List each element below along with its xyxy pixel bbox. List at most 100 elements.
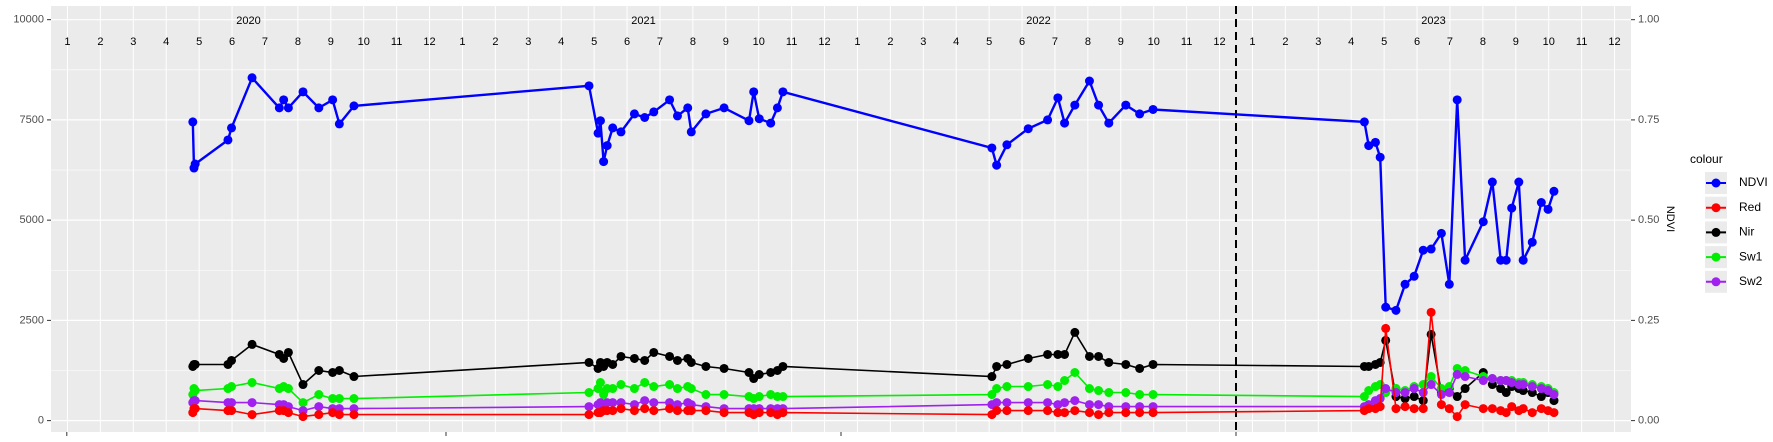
month-label: 7 xyxy=(657,36,663,48)
point xyxy=(1514,177,1524,187)
month-label: 4 xyxy=(1348,36,1354,48)
month-label: 7 xyxy=(262,36,268,48)
legend-label: NDVI xyxy=(1739,175,1768,189)
year-label: 2023 xyxy=(1421,15,1445,27)
point xyxy=(1060,118,1070,128)
point xyxy=(1460,372,1470,382)
point xyxy=(1002,359,1012,369)
point xyxy=(1094,100,1104,110)
point xyxy=(778,87,788,97)
point xyxy=(595,116,605,126)
point xyxy=(349,101,359,111)
point xyxy=(1400,279,1410,289)
point xyxy=(1436,400,1446,410)
point xyxy=(1023,124,1033,134)
point xyxy=(1002,382,1012,392)
point xyxy=(701,109,711,119)
month-label: 4 xyxy=(558,36,564,48)
point xyxy=(1518,380,1528,390)
point xyxy=(992,384,1002,394)
point xyxy=(1135,408,1145,418)
point xyxy=(1460,384,1470,394)
month-label: 3 xyxy=(920,36,926,48)
point xyxy=(1518,255,1528,265)
point xyxy=(1135,390,1145,400)
y2-tick-label: 0.50 xyxy=(1638,214,1659,226)
point xyxy=(1436,390,1446,400)
point xyxy=(283,347,293,357)
point xyxy=(283,384,293,394)
point xyxy=(608,398,618,408)
point xyxy=(1400,402,1410,412)
point xyxy=(595,378,605,388)
month-label: 3 xyxy=(130,36,136,48)
point xyxy=(1053,93,1063,103)
point xyxy=(1418,245,1428,255)
point xyxy=(1487,374,1497,384)
month-label: 7 xyxy=(1447,36,1453,48)
point xyxy=(1084,408,1094,418)
point xyxy=(247,73,257,83)
point xyxy=(247,398,257,408)
point xyxy=(584,357,594,367)
point xyxy=(1436,228,1446,238)
point xyxy=(1452,392,1462,402)
point xyxy=(744,116,754,126)
month-label: 1 xyxy=(459,36,465,48)
point xyxy=(190,404,200,414)
point xyxy=(1002,398,1012,408)
point xyxy=(1543,204,1553,214)
month-label: 10 xyxy=(1148,36,1160,48)
point xyxy=(1121,359,1131,369)
point xyxy=(1364,141,1374,151)
point xyxy=(749,87,759,97)
point xyxy=(1070,406,1080,416)
point xyxy=(227,382,237,392)
point xyxy=(283,103,293,113)
point xyxy=(1135,363,1145,373)
point xyxy=(686,127,696,137)
point xyxy=(1444,279,1454,289)
point xyxy=(1094,386,1104,396)
point xyxy=(629,353,639,363)
point xyxy=(1487,177,1497,187)
point xyxy=(1452,95,1462,105)
point xyxy=(190,159,200,169)
point xyxy=(279,95,289,105)
point xyxy=(1409,404,1419,414)
point xyxy=(1536,392,1546,402)
point xyxy=(334,394,344,404)
month-label: 9 xyxy=(1513,36,1519,48)
point xyxy=(1043,380,1053,390)
point xyxy=(1400,388,1410,398)
point xyxy=(778,361,788,371)
point xyxy=(992,160,1002,170)
point xyxy=(1426,380,1436,390)
month-label: 1 xyxy=(854,36,860,48)
point xyxy=(190,396,200,406)
point xyxy=(1148,104,1158,114)
month-label: 2 xyxy=(887,36,893,48)
point xyxy=(629,384,639,394)
point xyxy=(1148,408,1158,418)
month-label: 2 xyxy=(1282,36,1288,48)
point xyxy=(1121,100,1131,110)
point xyxy=(640,113,650,123)
point xyxy=(754,408,764,418)
point xyxy=(672,384,682,394)
point xyxy=(608,123,618,133)
point xyxy=(744,368,754,378)
point xyxy=(686,406,696,416)
month-label: 4 xyxy=(163,36,169,48)
point xyxy=(1418,388,1428,398)
point xyxy=(1060,408,1070,418)
point xyxy=(616,127,626,137)
point xyxy=(314,410,324,420)
point xyxy=(1084,76,1094,86)
point xyxy=(1070,396,1080,406)
legend-point xyxy=(1711,178,1721,188)
point xyxy=(1094,400,1104,410)
point xyxy=(754,370,764,380)
month-label: 1 xyxy=(64,36,70,48)
point xyxy=(1375,402,1385,412)
